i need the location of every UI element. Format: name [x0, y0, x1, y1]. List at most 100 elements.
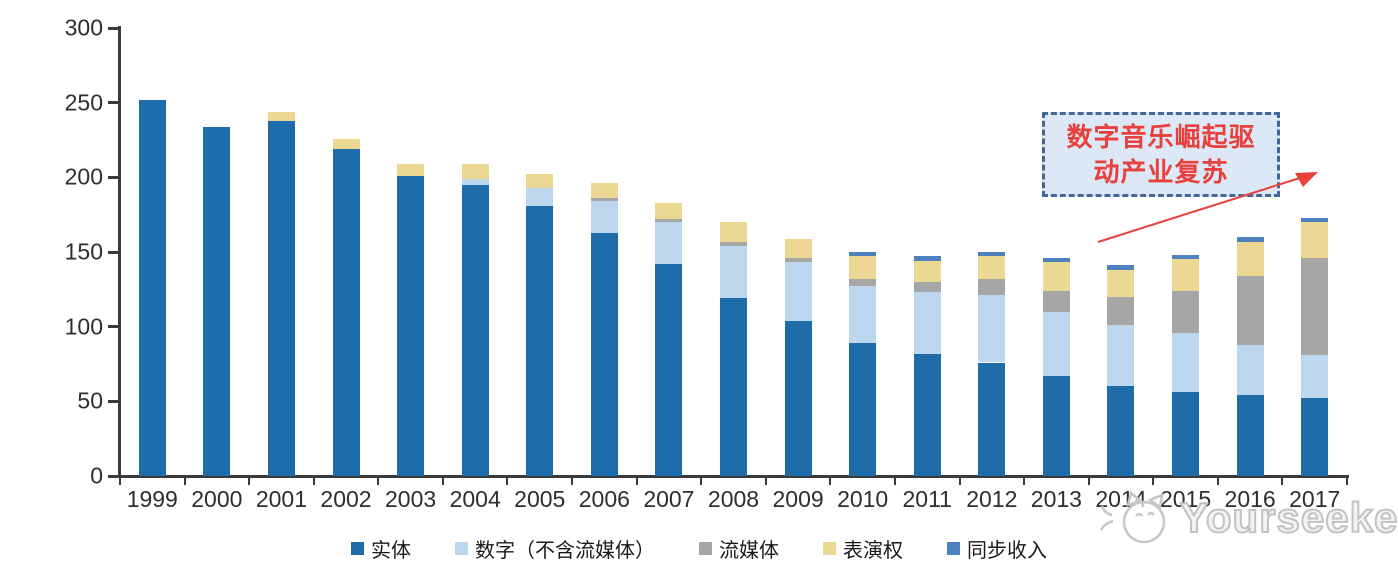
legend-swatch	[823, 542, 836, 555]
bar-segment-2017-数字（不含流媒体）	[1301, 355, 1329, 399]
annotation-text-line1: 数字音乐崛起驱	[1066, 121, 1256, 152]
bar-segment-1999-实体	[138, 99, 166, 476]
bar-segment-2005-实体	[526, 205, 554, 476]
legend-label: 实体	[371, 540, 411, 562]
bar-segment-2011-流媒体	[913, 281, 941, 293]
bar-segment-2009-数字（不含流媒体）	[784, 262, 812, 321]
x-axis-tick	[1281, 478, 1284, 485]
x-tick-label: 2004	[449, 486, 501, 512]
bar-segment-2001-表演权	[267, 111, 295, 121]
y-tick-label: 100	[64, 313, 103, 340]
bar-segment-2007-实体	[655, 263, 683, 476]
y-tick-label: 300	[64, 14, 103, 41]
bar-segment-2011-实体	[913, 353, 941, 476]
bar-segment-2014-流媒体	[1107, 296, 1135, 326]
bar-segment-2006-实体	[590, 232, 618, 476]
x-axis-tick	[183, 478, 186, 485]
bar-segment-2002-实体	[332, 148, 360, 476]
x-axis-tick	[829, 478, 832, 485]
x-tick-label: 2016	[1224, 486, 1276, 512]
y-axis-tick	[108, 175, 118, 179]
legend-label: 同步收入	[967, 540, 1047, 562]
x-axis-tick	[958, 478, 961, 485]
bar-segment-2013-实体	[1042, 375, 1070, 476]
x-axis-tick	[1152, 478, 1155, 485]
bar-segment-2000-实体	[203, 126, 231, 476]
bar-segment-2007-表演权	[655, 202, 683, 220]
legend-swatch	[947, 542, 960, 555]
bar-segment-2017-表演权	[1301, 222, 1329, 258]
legend-item: 表演权	[823, 534, 903, 563]
bar-segment-2005-数字（不含流媒体）	[526, 187, 554, 206]
x-axis-tick	[1216, 478, 1219, 485]
bar-segment-2013-流媒体	[1042, 290, 1070, 312]
bar-segment-2004-数字（不含流媒体）	[461, 178, 489, 185]
bar-segment-2013-数字（不含流媒体）	[1042, 311, 1070, 376]
bar-segment-2009-流媒体	[784, 257, 812, 263]
x-tick-label: 2007	[643, 486, 695, 512]
x-tick-label: 2003	[385, 486, 437, 512]
bar-segment-2009-表演权	[784, 238, 812, 258]
bar-segment-2012-实体	[978, 362, 1006, 476]
y-axis-tick	[108, 101, 118, 105]
bar-segment-2010-同步收入	[849, 252, 877, 257]
x-axis-tick	[893, 478, 896, 485]
bar-segment-2012-表演权	[978, 256, 1006, 279]
bar-segment-2008-流媒体	[720, 241, 747, 246]
bar-segment-2015-实体	[1172, 392, 1200, 476]
x-tick-label: 2012	[966, 486, 1018, 512]
bar-segment-2016-同步收入	[1236, 237, 1264, 242]
x-axis-tick	[312, 478, 315, 485]
bar-segment-2014-表演权	[1107, 269, 1135, 297]
bar-segment-2010-数字（不含流媒体）	[849, 286, 877, 344]
x-axis-tick	[635, 478, 638, 485]
chart-legend: 实体 数字（不含流媒体） 流媒体 表演权 同步收入	[0, 534, 1398, 563]
x-tick-label: 2017	[1289, 486, 1341, 512]
x-axis-tick	[119, 478, 121, 485]
x-axis-tick	[1087, 478, 1090, 485]
legend-item: 实体	[351, 534, 411, 563]
bar-segment-2016-流媒体	[1236, 275, 1264, 345]
x-axis-tick	[506, 478, 509, 485]
bar-segment-2015-同步收入	[1172, 254, 1200, 260]
x-axis-tick	[1023, 478, 1026, 485]
x-tick-label: 2005	[514, 486, 566, 512]
y-axis-line	[118, 26, 121, 478]
bar-segment-2002-表演权	[332, 138, 360, 149]
bar-segment-2008-实体	[720, 298, 747, 476]
bar-segment-2015-流媒体	[1172, 290, 1200, 333]
x-tick-label: 2013	[1030, 486, 1082, 512]
bar-segment-2004-实体	[461, 184, 489, 476]
bar-segment-2004-表演权	[461, 163, 489, 179]
bar-segment-2017-流媒体	[1301, 257, 1329, 356]
y-tick-label: 250	[64, 89, 103, 116]
x-axis-tick	[248, 478, 251, 485]
x-tick-label: 2011	[902, 486, 952, 512]
y-axis-tick	[108, 325, 118, 329]
x-axis-tick	[764, 478, 767, 485]
x-axis-tick	[700, 478, 703, 485]
y-axis-tick	[108, 250, 118, 254]
bar-segment-2016-实体	[1236, 395, 1264, 476]
bar-segment-2008-数字（不含流媒体）	[720, 246, 747, 299]
bar-segment-2008-表演权	[720, 222, 747, 242]
x-tick-label: 2006	[578, 486, 630, 512]
y-tick-label: 200	[64, 163, 103, 190]
bar-segment-2015-数字（不含流媒体）	[1172, 332, 1200, 393]
bar-segment-2012-同步收入	[978, 252, 1006, 257]
bar-segment-2015-表演权	[1172, 259, 1200, 291]
bar-segment-2013-同步收入	[1042, 257, 1070, 263]
x-tick-label: 1999	[126, 486, 178, 512]
x-axis-tick	[441, 478, 444, 485]
bar-segment-2017-实体	[1301, 398, 1329, 476]
bar-segment-2016-数字（不含流媒体）	[1236, 344, 1264, 396]
legend-swatch	[351, 542, 364, 555]
bar-segment-2001-实体	[267, 120, 295, 476]
x-tick-label: 2009	[772, 486, 824, 512]
bar-segment-2017-同步收入	[1301, 217, 1329, 223]
y-axis-tick	[108, 399, 118, 403]
bar-segment-2003-表演权	[397, 163, 425, 176]
legend-item: 同步收入	[947, 534, 1047, 563]
bar-segment-2016-表演权	[1236, 241, 1264, 276]
